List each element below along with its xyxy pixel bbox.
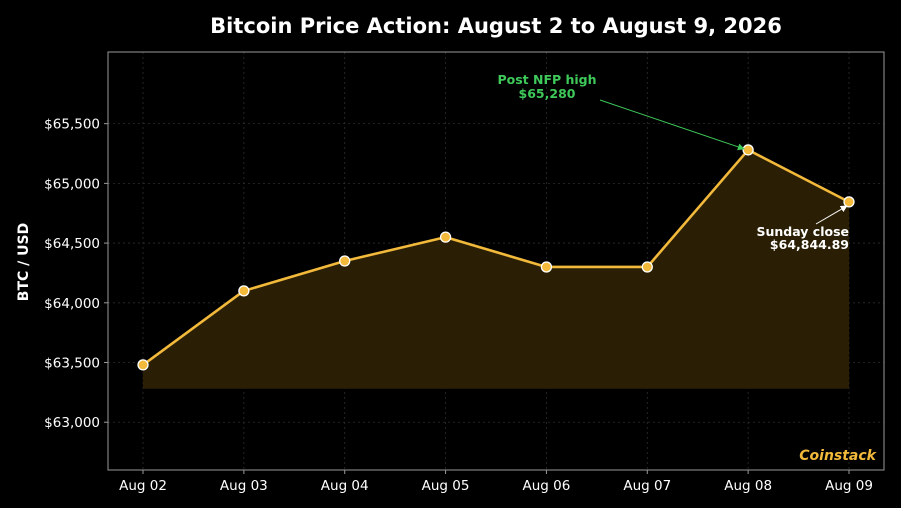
- annotations: Post NFP high$65,280 Sunday close$64,844.…: [497, 72, 849, 252]
- y-tick-label: $64,000: [44, 296, 100, 312]
- price-point: [439, 231, 452, 243]
- price-point: [339, 255, 351, 267]
- close-annotation-label: $64,844.89: [770, 237, 849, 252]
- price-point: [843, 196, 855, 208]
- price-line: [142, 148, 850, 366]
- high-annotation-label: $65,280: [519, 86, 576, 101]
- chart-title: Bitcoin Price Action: August 2 to August…: [210, 14, 782, 38]
- y-axis-label: BTC / USD: [16, 223, 32, 301]
- x-tick-labels: Aug 02 Aug 03 Aug 04 Aug 05 Aug 06 Aug 07 Aug …: [119, 470, 873, 494]
- y-tick-label: $65,500: [44, 117, 100, 133]
- price-point: [137, 359, 149, 371]
- x-tick-label: Aug 07: [623, 478, 671, 494]
- x-tick-label: Aug 03: [220, 478, 268, 494]
- close-annotation-arrow: [815, 205, 848, 225]
- price-point: [641, 261, 653, 273]
- x-tick-label: Aug 09: [825, 478, 873, 494]
- price-point: [238, 285, 250, 297]
- y-tick-labels: $63,000 $63,500 $64,000 $64,500 $65,000 $65,5…: [44, 117, 108, 431]
- y-tick-label: $63,500: [44, 356, 100, 372]
- x-tick-label: Aug 05: [422, 478, 470, 494]
- price-point: [540, 261, 553, 273]
- high-annotation-label: Post NFP high: [497, 72, 596, 87]
- brand-watermark: Coinstack: [799, 448, 877, 464]
- price-point: [742, 144, 754, 156]
- price-line-group: [142, 148, 850, 366]
- y-tick-label: $64,500: [44, 236, 100, 252]
- close-annotation-label: Sunday close: [757, 224, 850, 239]
- x-tick-label: Aug 08: [724, 478, 772, 494]
- y-tick-label: $63,000: [44, 415, 100, 431]
- x-tick-label: Aug 06: [523, 478, 571, 494]
- x-tick-label: Aug 04: [321, 478, 369, 494]
- y-tick-label: $65,000: [44, 176, 100, 192]
- x-tick-label: Aug 02: [119, 478, 167, 494]
- price-points: [137, 144, 855, 371]
- price-area: [143, 149, 849, 389]
- high-annotation-arrow: [599, 99, 745, 151]
- price-area-fill: [143, 149, 849, 389]
- plot-frame: [107, 51, 885, 471]
